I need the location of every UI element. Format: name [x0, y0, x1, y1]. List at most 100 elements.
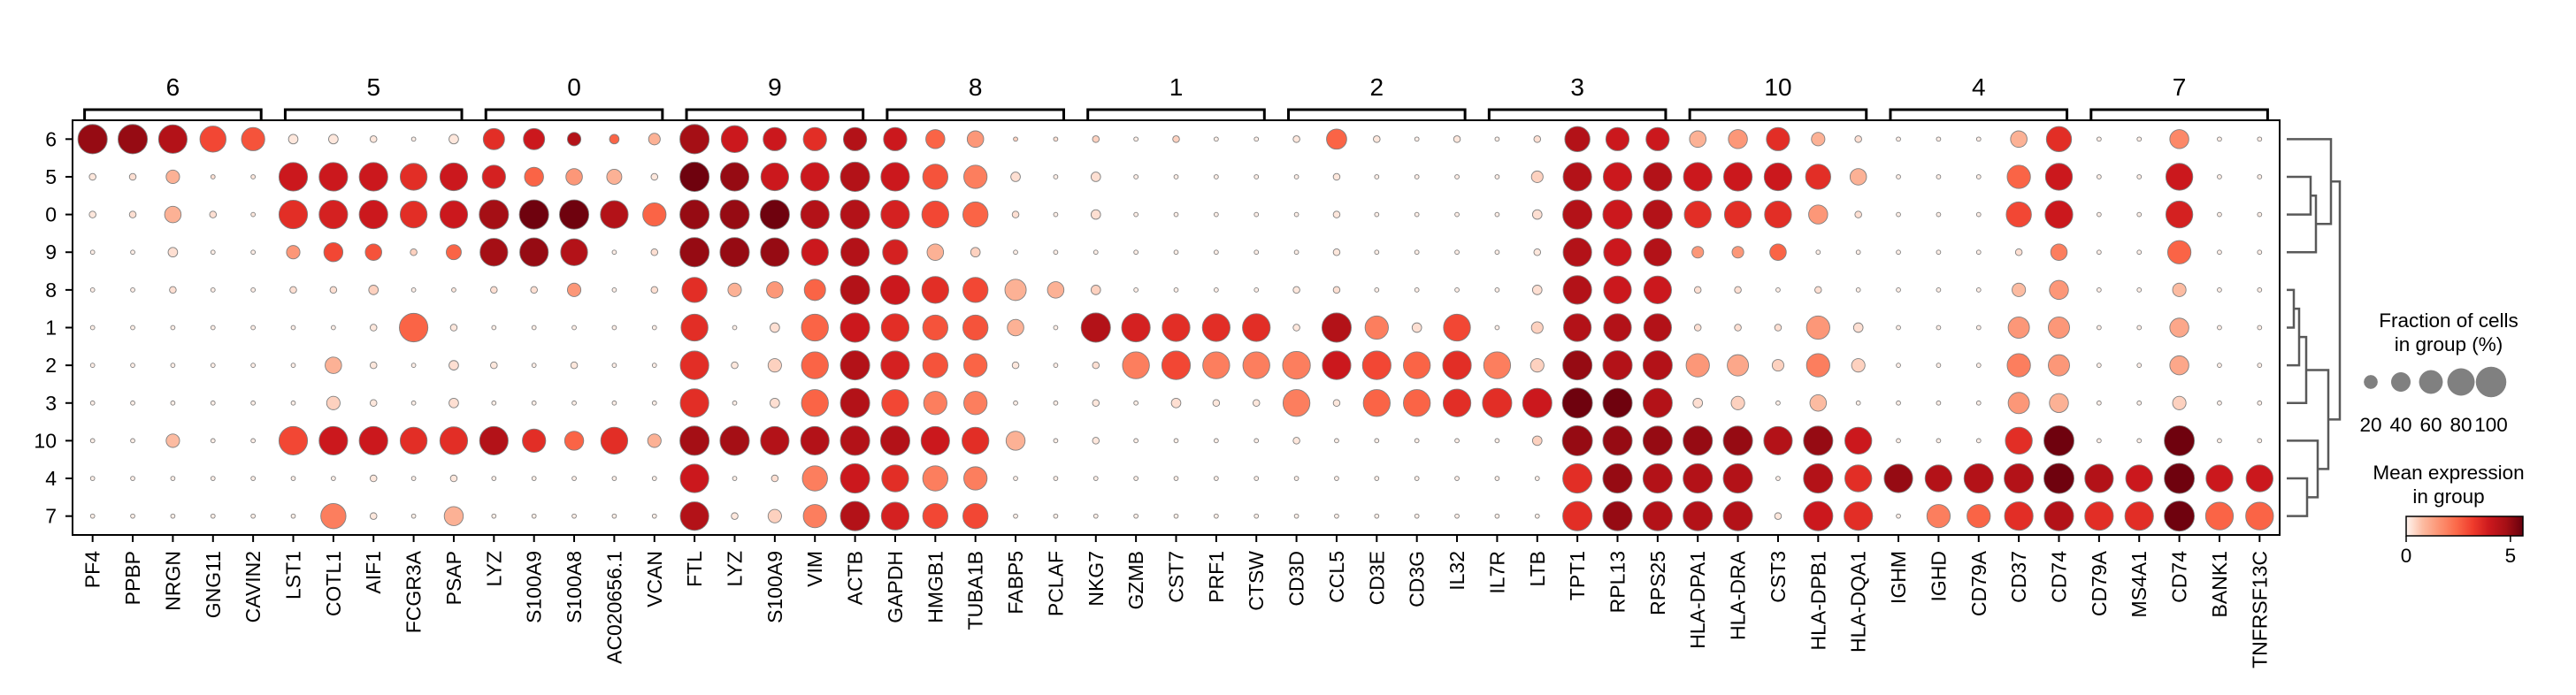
dot-r4-c44 [1855, 287, 1861, 293]
dot-r4-c36 [1531, 285, 1543, 295]
dot-r5-c25 [1080, 312, 1111, 343]
dot-r7-c10 [491, 400, 497, 406]
dot-r10-c43 [1803, 500, 1834, 531]
group-label-9: 4 [1972, 73, 1986, 101]
dot-r2-c44 [1854, 210, 1862, 218]
dot-r0-c48 [2010, 130, 2028, 149]
dot-r1-c0 [88, 172, 96, 181]
dot-r8-c26 [1133, 438, 1138, 444]
dot-r7-c0 [89, 400, 96, 406]
dot-r4-c23 [1004, 279, 1027, 302]
dot-r1-c33 [1414, 174, 1420, 179]
dot-r5-c27 [1162, 313, 1191, 342]
dot-r10-c15 [679, 501, 709, 531]
group-label-1: 5 [366, 73, 380, 101]
dot-r9-c45 [1883, 463, 1913, 493]
group-label-7: 3 [1570, 73, 1584, 101]
col-label-27: CST7 [1165, 551, 1188, 603]
dot-r2-c40 [1683, 200, 1712, 229]
dot-r6-c51 [2136, 363, 2143, 368]
dot-r3-c37 [1562, 237, 1592, 267]
dot-r4-c15 [681, 277, 708, 303]
dot-r0-c28 [1214, 136, 1219, 142]
dot-r10-c4 [250, 513, 256, 519]
dot-r8-c2 [165, 433, 180, 448]
dot-r7-c53 [2217, 400, 2222, 406]
dot-r0-c7 [369, 135, 378, 143]
dot-r4-c22 [962, 277, 989, 303]
dot-r9-c28 [1214, 476, 1219, 481]
dot-r1-c16 [719, 162, 750, 192]
dot-r3-c6 [323, 242, 344, 263]
col-label-26: GZMB [1124, 551, 1147, 609]
dendrogram [2287, 138, 2342, 517]
dot-r10-c17 [767, 508, 782, 523]
dot-r5-c34 [1443, 313, 1471, 342]
dot-r0-c5 [288, 134, 299, 145]
dot-r9-c27 [1173, 476, 1179, 481]
dot-r6-c26 [1122, 351, 1150, 379]
dot-r10-c48 [2004, 501, 2034, 531]
dot-r4-c54 [2257, 287, 2263, 293]
group-bracket-8 [1688, 108, 1868, 120]
dot-r2-c42 [1764, 200, 1792, 229]
dot-r5-c53 [2217, 325, 2222, 331]
dot-r4-c48 [2012, 282, 2027, 297]
dot-r0-c1 [118, 124, 149, 155]
dot-r5-c54 [2257, 325, 2263, 331]
dot-r10-c24 [1053, 513, 1059, 519]
dot-r2-c14 [642, 202, 667, 227]
group-label-8: 10 [1764, 73, 1791, 101]
dot-r7-c4 [250, 400, 256, 406]
dot-r0-c35 [1494, 136, 1500, 142]
dot-r3-c7 [364, 243, 382, 261]
dot-r5-c23 [1007, 318, 1024, 337]
dot-r3-c21 [926, 243, 945, 261]
group-bracket-3 [685, 108, 865, 120]
dot-r0-c25 [1092, 135, 1100, 143]
dot-r0-c8 [410, 136, 417, 142]
dot-r8-c33 [1414, 438, 1420, 444]
dot-r10-c28 [1214, 513, 1219, 519]
dot-r5-c13 [611, 325, 617, 331]
dot-r8-c32 [1374, 438, 1380, 444]
dot-r1-c22 [963, 164, 988, 189]
dot-r5-c0 [89, 325, 96, 331]
dot-r9-c36 [1534, 476, 1540, 481]
dot-r3-c19 [840, 237, 870, 267]
dot-r3-c28 [1214, 249, 1219, 256]
dot-r2-c15 [679, 199, 710, 230]
dot-r2-c41 [1723, 200, 1752, 229]
dot-r7-c5 [290, 400, 296, 406]
dot-r7-c3 [210, 400, 216, 406]
dot-r8-c22 [962, 426, 990, 455]
dot-r8-c1 [130, 438, 135, 444]
dot-r2-c28 [1214, 211, 1219, 218]
dot-r1-c54 [2257, 174, 2263, 179]
dot-r9-c40 [1683, 463, 1714, 494]
dot-r6-c0 [89, 363, 96, 368]
dot-r4-c33 [1414, 287, 1420, 293]
dot-r6-c43 [1806, 353, 1830, 378]
dot-r7-c16 [732, 400, 738, 406]
group-label-10: 7 [2173, 73, 2187, 101]
dot-r2-c5 [278, 200, 309, 230]
dot-r7-c12 [571, 400, 577, 406]
dot-r8-c16 [719, 425, 750, 456]
dot-r3-c11 [519, 237, 549, 267]
dot-r6-c8 [410, 363, 417, 368]
dot-r5-c11 [531, 325, 537, 331]
dot-r2-c3 [209, 210, 218, 218]
dot-r2-c6 [318, 200, 349, 230]
row-label-3: 9 [45, 241, 57, 263]
group-label-0: 6 [166, 73, 180, 101]
dot-r3-c46 [1936, 249, 1942, 256]
dot-r6-c46 [1936, 363, 1942, 368]
dot-r9-c53 [2205, 464, 2234, 493]
dot-r1-c13 [606, 169, 623, 185]
dot-r4-c7 [368, 285, 380, 295]
dot-r5-c1 [130, 325, 135, 331]
dot-r4-c51 [2136, 287, 2143, 293]
dot-r8-c3 [210, 438, 216, 444]
dot-r2-c35 [1494, 211, 1500, 218]
